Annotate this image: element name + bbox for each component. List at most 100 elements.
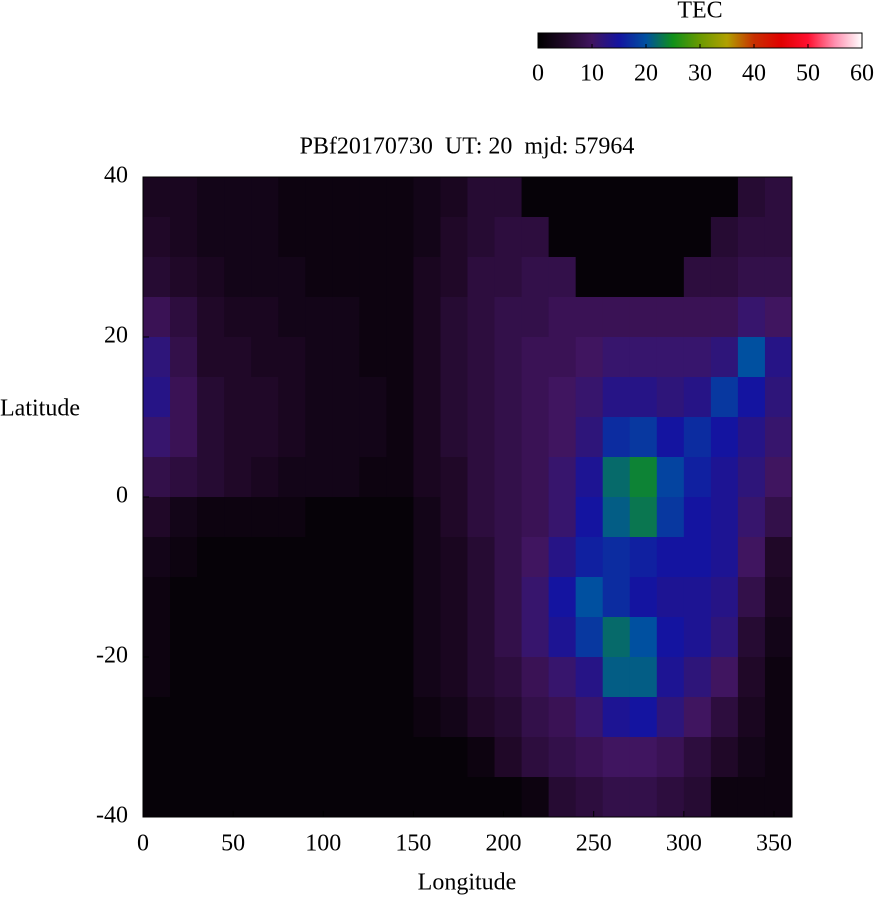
- heat-cell: [305, 217, 333, 258]
- heat-cell: [467, 657, 496, 698]
- heat-cell: [737, 537, 766, 578]
- heat-cell: [683, 177, 712, 218]
- heat-cell: [332, 257, 360, 298]
- heat-cell: [656, 377, 685, 418]
- heat-cell: [737, 737, 766, 778]
- heat-cell: [494, 617, 523, 658]
- heat-cell: [278, 177, 306, 218]
- heat-cell: [521, 537, 550, 578]
- heat-cell: [737, 657, 766, 698]
- heat-cell: [548, 417, 577, 458]
- heat-cell: [278, 697, 306, 738]
- heat-cell: [521, 337, 550, 378]
- heat-cell: [683, 297, 712, 338]
- heat-cell: [386, 577, 414, 618]
- heat-cell: [440, 617, 468, 658]
- heat-cell: [170, 617, 198, 658]
- heat-cell: [413, 577, 441, 618]
- y-axis-label: Latitude: [0, 396, 80, 422]
- heat-cell: [197, 257, 225, 298]
- heat-cell: [305, 497, 333, 538]
- heat-cell: [305, 377, 333, 418]
- heat-cell: [413, 617, 441, 658]
- colorbar-tick-label: 10: [580, 61, 604, 87]
- heat-cell: [575, 297, 604, 338]
- heat-cell: [710, 417, 739, 458]
- heat-cell: [332, 377, 360, 418]
- heat-cell: [575, 537, 604, 578]
- heat-cell: [224, 777, 252, 818]
- heat-cell: [764, 737, 793, 778]
- x-tick-label: 200: [486, 831, 522, 857]
- heat-cell: [170, 257, 198, 298]
- x-tick-label: 0: [137, 831, 149, 857]
- heat-cell: [278, 297, 306, 338]
- colorbar-tick-label: 0: [532, 61, 544, 87]
- heat-cell: [386, 417, 414, 458]
- heat-cell: [710, 377, 739, 418]
- heat-cell: [710, 657, 739, 698]
- heat-cell: [467, 537, 496, 578]
- heat-cell: [359, 777, 387, 818]
- heat-cell: [359, 217, 387, 258]
- heat-cell: [737, 377, 766, 418]
- heat-cell: [170, 217, 198, 258]
- heat-cell: [440, 697, 468, 738]
- heat-cell: [386, 377, 414, 418]
- heat-cell: [224, 177, 252, 218]
- heat-cell: [494, 217, 523, 258]
- heat-cell: [413, 457, 441, 498]
- heat-cell: [656, 657, 685, 698]
- heat-cell: [710, 697, 739, 738]
- heat-cell: [170, 537, 198, 578]
- heat-cell: [251, 457, 279, 498]
- heat-cell: [629, 257, 658, 298]
- heat-cell: [737, 617, 766, 658]
- heat-cell: [278, 377, 306, 418]
- heat-cell: [332, 657, 360, 698]
- heat-cell: [224, 657, 252, 698]
- heat-cell: [251, 337, 279, 378]
- heat-cell: [629, 617, 658, 658]
- heat-cell: [602, 617, 631, 658]
- heat-cell: [278, 537, 306, 578]
- heat-cell: [359, 297, 387, 338]
- heat-cell: [548, 537, 577, 578]
- heat-cell: [197, 737, 225, 778]
- heat-cell: [278, 257, 306, 298]
- heat-cell: [494, 297, 523, 338]
- heat-cell: [440, 537, 468, 578]
- heat-cell: [629, 577, 658, 618]
- heat-cell: [575, 377, 604, 418]
- heat-cell: [764, 257, 793, 298]
- heat-cell: [305, 337, 333, 378]
- heat-cell: [710, 337, 739, 378]
- heat-cell: [278, 497, 306, 538]
- heat-cell: [602, 457, 631, 498]
- heat-cell: [278, 457, 306, 498]
- heat-cell: [359, 177, 387, 218]
- heat-cell: [548, 577, 577, 618]
- heat-cell: [251, 777, 279, 818]
- chart-title: PBf20170730 UT: 20 mjd: 57964: [300, 134, 635, 160]
- heat-cell: [494, 697, 523, 738]
- heat-cell: [143, 177, 171, 218]
- heat-cell: [305, 177, 333, 218]
- heat-cell: [764, 537, 793, 578]
- heat-cell: [656, 497, 685, 538]
- y-tick-label: 20: [104, 323, 128, 349]
- heat-cell: [359, 377, 387, 418]
- heat-cell: [305, 737, 333, 778]
- x-axis-label: Longitude: [418, 870, 517, 896]
- heat-cell: [332, 417, 360, 458]
- heat-cell: [386, 777, 414, 818]
- heat-cell: [251, 297, 279, 338]
- heat-cell: [359, 417, 387, 458]
- heat-cell: [170, 497, 198, 538]
- heat-cell: [629, 297, 658, 338]
- heat-cell: [575, 657, 604, 698]
- heat-cell: [224, 537, 252, 578]
- heat-cell: [197, 457, 225, 498]
- heat-cell: [629, 377, 658, 418]
